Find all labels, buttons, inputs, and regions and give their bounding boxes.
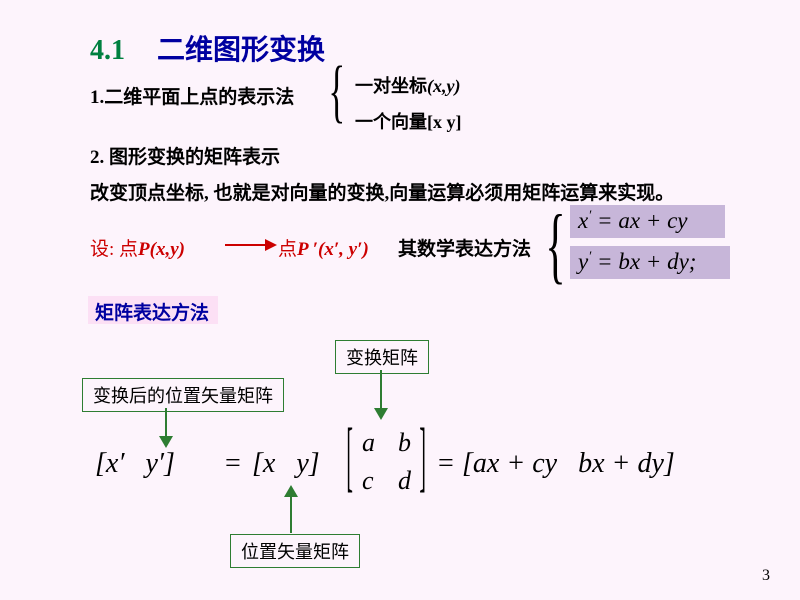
matrix-a: a: [362, 428, 375, 458]
label-box-position-matrix: 位置矢量矩阵: [230, 534, 360, 568]
box3-text: 位置矢量矩阵: [241, 542, 349, 562]
bracket-icon: [: [346, 415, 353, 505]
eq-row1: x′ = ax + cy: [578, 208, 687, 234]
line5: 矩阵表达方法: [95, 298, 209, 325]
matrix-rhs: [ax + cy bx + dy]: [462, 448, 675, 480]
matrix-lhs: [x′ y′]: [95, 448, 175, 480]
matrix-c: c: [362, 466, 374, 496]
line1-label: 1.二维平面上点的表示法: [90, 87, 294, 108]
line1-opt2a: 一个向量: [355, 112, 427, 132]
line4-p2: 点: [278, 239, 297, 260]
box1-text: 变换后的位置矢量矩阵: [93, 386, 273, 406]
line1-opt1a: 一对坐标: [355, 76, 427, 96]
line3: 改变顶点坐标, 也就是对向量的变换,向量运算必须用矩阵运算来实现。: [90, 178, 674, 205]
bracket-icon: ]: [419, 415, 426, 505]
matrix-b: b: [398, 428, 411, 458]
line2: 2. 图形变换的矩阵表示: [90, 142, 280, 169]
page-number: 3: [762, 567, 770, 585]
line4-p2b: P ′(x′, y′): [297, 239, 369, 260]
line1-opt2b: [x y]: [427, 112, 462, 132]
box2-text: 变换矩阵: [346, 348, 418, 368]
line4-post: 其数学表达方法: [398, 234, 531, 261]
line1-opt1b: (x,y): [427, 76, 460, 96]
label-box-result-matrix: 变换后的位置矢量矩阵: [82, 378, 284, 412]
matrix-xy: [x y]: [252, 448, 320, 480]
label-box-transform-matrix: 变换矩阵: [335, 340, 429, 374]
matrix-d: d: [398, 466, 411, 496]
brace-icon: {: [328, 52, 345, 132]
eq-row2: y′ = bx + dy;: [578, 249, 696, 275]
equals: =: [438, 448, 454, 480]
section-number: 4.1: [90, 35, 125, 66]
equals: =: [225, 448, 241, 480]
line4-pre: 设: 点: [90, 239, 138, 260]
brace-icon: {: [545, 196, 565, 294]
line4-p1: P(x,y): [138, 239, 185, 260]
section-title: 二维图形变换: [157, 35, 325, 66]
